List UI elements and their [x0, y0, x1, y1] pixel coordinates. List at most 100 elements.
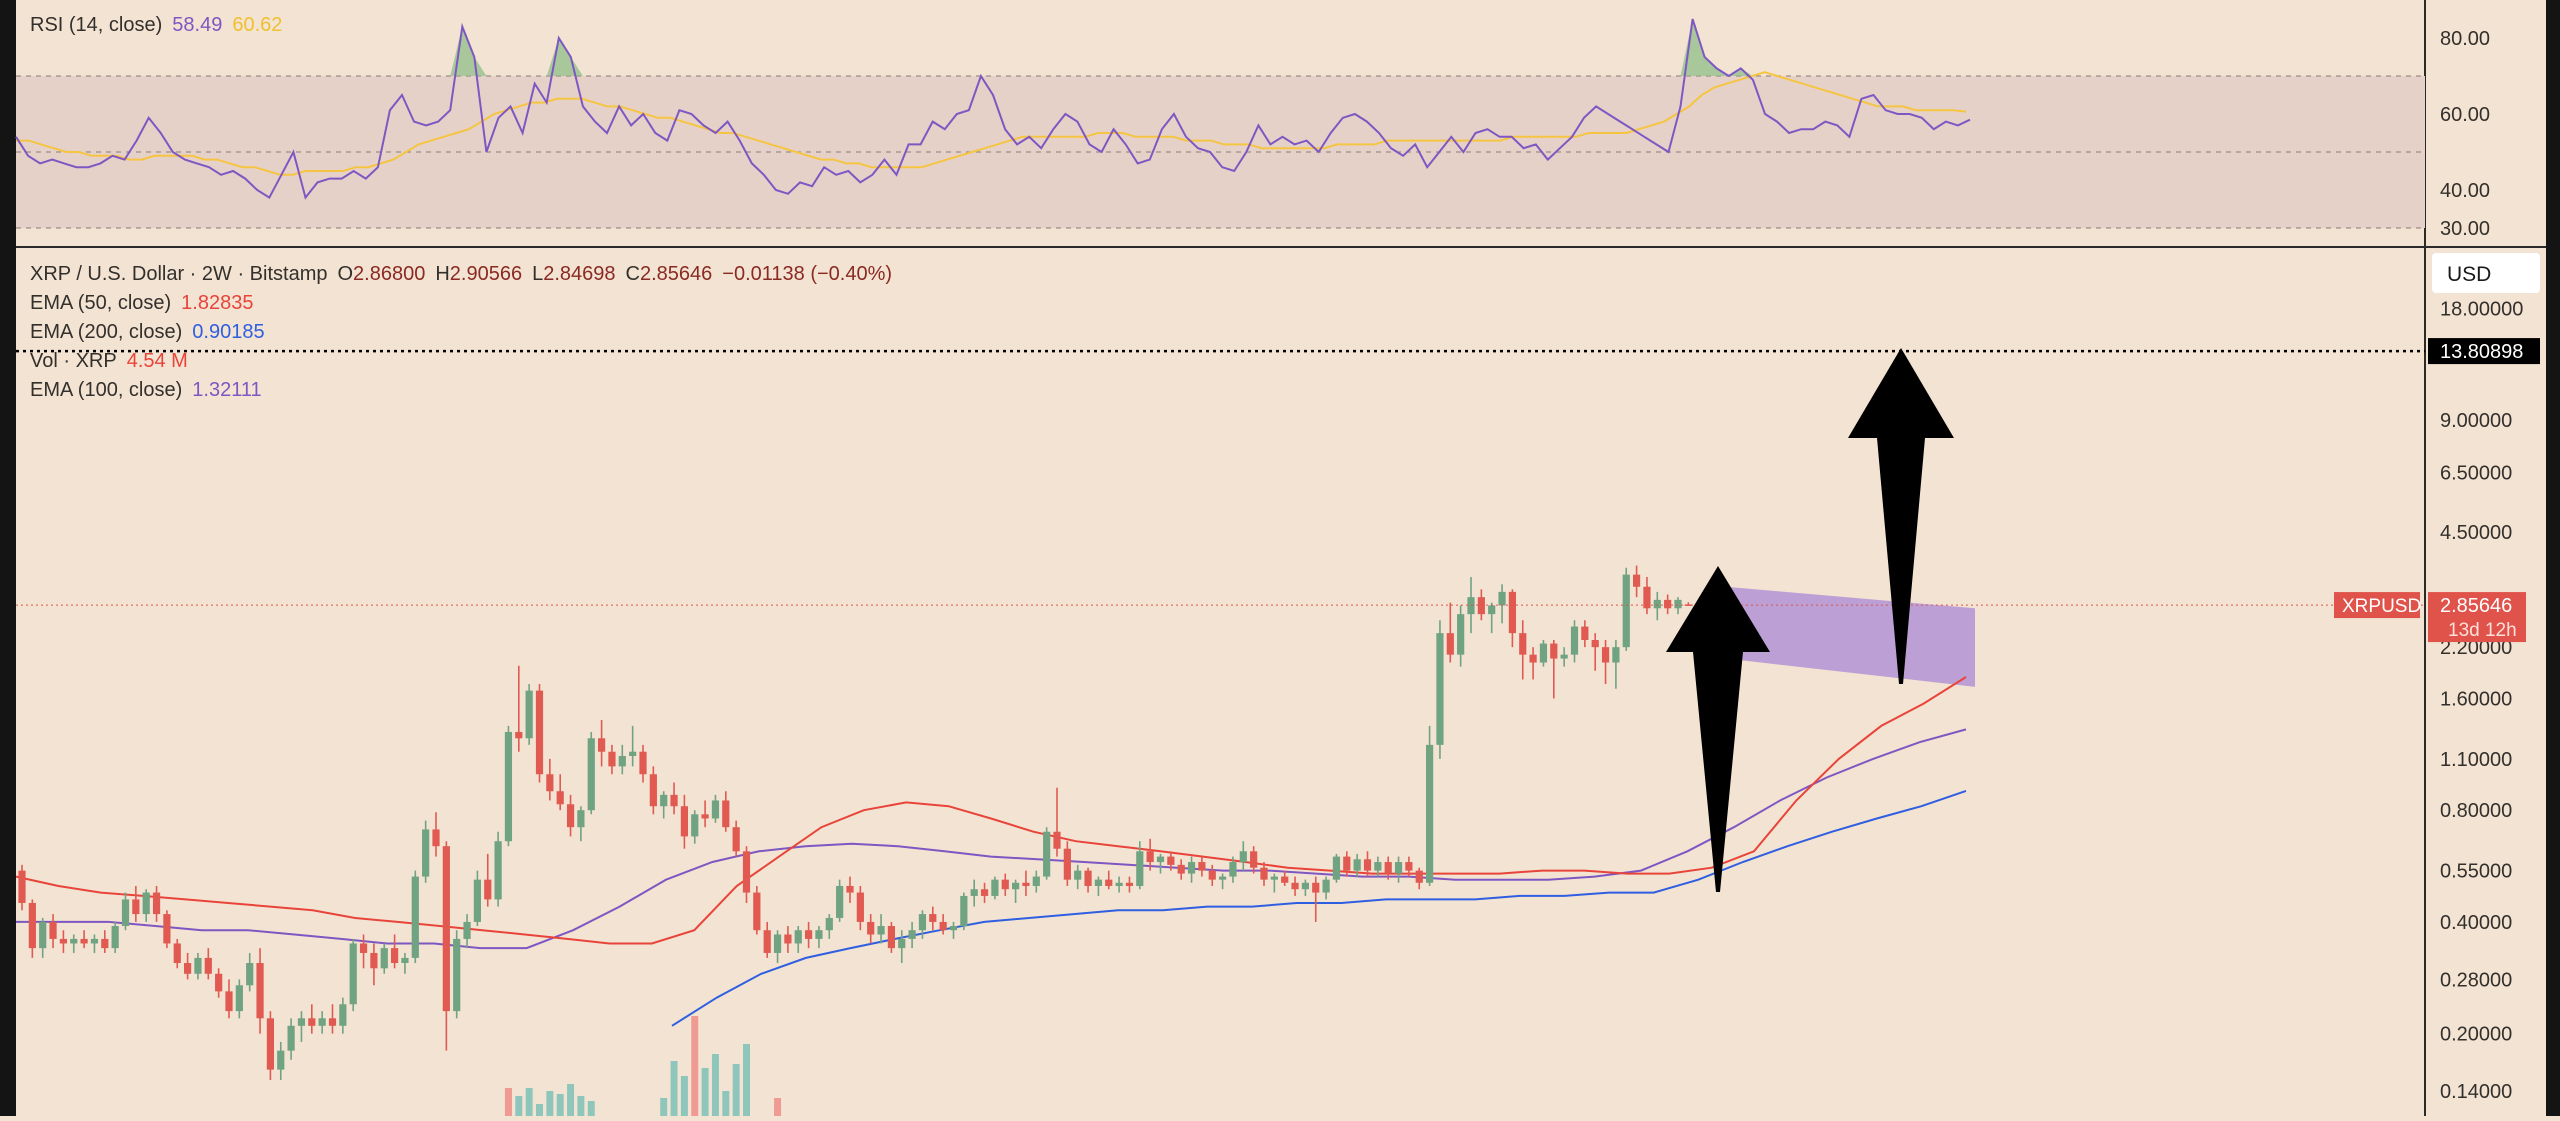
candle-body [39, 921, 47, 949]
candle-body [163, 914, 171, 944]
candle-body [577, 810, 585, 828]
candle-body [908, 930, 916, 939]
candle-body [132, 899, 140, 915]
candle-body [225, 991, 233, 1012]
candle-body [773, 934, 782, 953]
candle-body [1519, 633, 1527, 655]
low-label: L [532, 263, 544, 285]
candle-body [867, 921, 875, 935]
candle-body [484, 879, 492, 900]
candle-body [473, 879, 481, 922]
candle-body [204, 957, 212, 974]
volume-legend[interactable]: Vol · XRP 4.54 M [30, 350, 198, 373]
open-label: O [337, 263, 354, 285]
rsi-label: RSI (14, close) [30, 14, 163, 36]
candle-body [504, 731, 513, 842]
rsi-legend[interactable]: RSI (14, close) 58.49 60.62 [30, 14, 292, 37]
candle-body [1539, 643, 1548, 663]
bull-flag-channel [1726, 586, 1975, 687]
candle-body [328, 1018, 337, 1026]
ticker-label: XRPUSD [2342, 596, 2421, 617]
candle-body [1426, 744, 1434, 883]
candle-body [753, 892, 761, 931]
candle-body [1136, 851, 1144, 886]
volume-bar [774, 1098, 782, 1116]
candle-body [1622, 574, 1630, 648]
candle-body [1167, 856, 1175, 865]
price-axis-tick: 1.60000 [2440, 688, 2512, 710]
candle-body [680, 806, 688, 837]
candle-body [970, 889, 978, 896]
volume-value: 4.54 M [126, 350, 188, 372]
candle-body [991, 879, 999, 896]
volume-bar [670, 1061, 678, 1116]
candle-body [877, 926, 885, 935]
candle-body [929, 914, 937, 922]
candle-body [339, 1004, 347, 1026]
candle-body [794, 930, 802, 944]
candle-body [1653, 599, 1661, 609]
candle-body [1343, 856, 1351, 871]
candle-body [556, 791, 564, 805]
volume-bar [711, 1054, 719, 1116]
candle-body [49, 921, 57, 939]
candle-body [370, 952, 378, 969]
candle-body [1488, 605, 1496, 615]
candle-body [515, 731, 523, 739]
ema200-legend[interactable]: EMA (200, close) 0.90185 [30, 321, 275, 344]
candle-body [18, 870, 26, 903]
last-price-tag [2428, 592, 2526, 643]
low-value: 2.84698 [543, 263, 616, 285]
candle-body [1374, 862, 1382, 871]
candle-body [960, 895, 968, 927]
candle-body [1550, 643, 1558, 659]
candle-body [1301, 882, 1309, 890]
candle-body [1570, 626, 1579, 655]
candle-body [722, 800, 730, 828]
currency-button [2432, 253, 2540, 293]
level-price-tag [2428, 338, 2540, 365]
candle-body [1332, 856, 1341, 880]
change-value: −0.01138 (−0.40%) [722, 263, 893, 285]
candle-body [1384, 862, 1392, 874]
candle-body [1591, 639, 1599, 648]
candle-body [670, 794, 678, 807]
candle-body [836, 885, 844, 918]
candle-body [256, 963, 264, 1019]
arrow-up-icon [1848, 348, 1954, 684]
volume-bar [587, 1101, 595, 1116]
volume-bar [515, 1096, 523, 1116]
rsi-line [15, 18, 1971, 200]
candle-body [349, 943, 357, 1005]
candle-body [1353, 859, 1361, 871]
candle-body [1498, 591, 1506, 606]
price-axis-tick: 9.00000 [2440, 410, 2512, 432]
candle-body [380, 948, 388, 969]
price-axis-tick: 6.50000 [2440, 463, 2512, 485]
candle-body [784, 934, 792, 944]
symbol-legend[interactable]: XRP / U.S. Dollar · 2W · Bitstamp O2.8680… [30, 263, 892, 286]
ema200-value: 0.90185 [192, 321, 265, 343]
ema50-legend[interactable]: EMA (50, close) 1.82835 [30, 292, 263, 315]
candle-body [1405, 862, 1413, 871]
candle-body [463, 921, 471, 939]
price-axis-tick: 0.80000 [2440, 800, 2512, 822]
ema200-line [671, 789, 1967, 1027]
volume-bar [504, 1088, 512, 1116]
candle-body [856, 892, 864, 922]
candle-body [359, 943, 368, 953]
ema100-legend[interactable]: EMA (100, close) 1.32111 [30, 379, 272, 402]
volume-bar [722, 1091, 730, 1116]
volume-bar [691, 1016, 699, 1116]
candle-body [1664, 599, 1672, 609]
candle-body [535, 690, 544, 775]
candle-body [546, 774, 554, 792]
volume-bar [743, 1044, 750, 1116]
candle-body [1012, 882, 1020, 890]
candle-body [111, 926, 119, 949]
candle-body [1053, 831, 1061, 849]
currency-label: USD [2447, 263, 2491, 286]
candle-body [1177, 864, 1185, 874]
candle-body [401, 957, 409, 964]
